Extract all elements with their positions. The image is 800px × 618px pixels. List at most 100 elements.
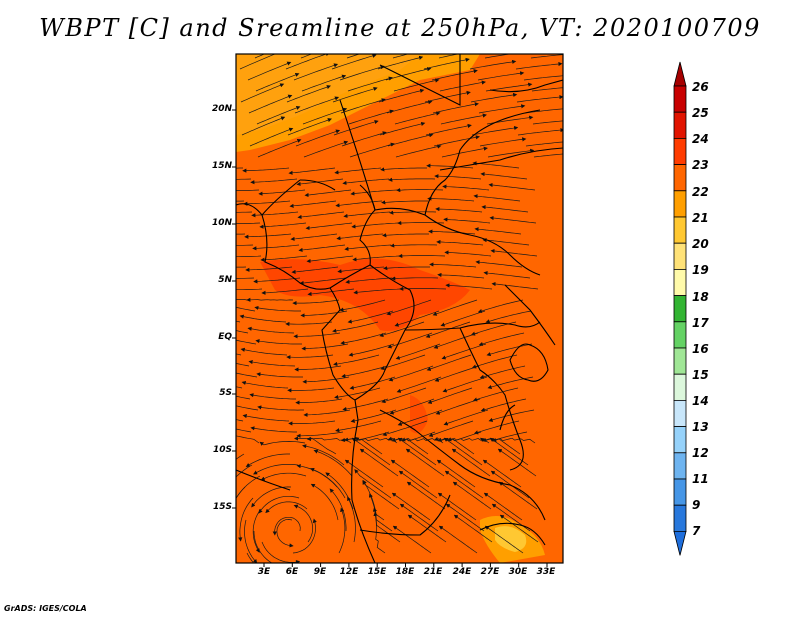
streamline <box>236 428 252 433</box>
colorbar-segment <box>673 85 687 113</box>
streamline <box>236 320 241 323</box>
colorbar-label-18: 18 <box>692 290 709 304</box>
streamline <box>340 332 387 345</box>
streamline <box>434 174 482 180</box>
streamline <box>236 353 242 356</box>
streamline <box>377 55 424 70</box>
streamline <box>343 211 391 219</box>
streamline <box>294 96 340 114</box>
streamline <box>236 299 248 301</box>
field-patch-se-core <box>495 526 527 552</box>
streamline <box>287 118 332 136</box>
streamline <box>236 211 253 213</box>
streamline <box>258 495 300 514</box>
streamline <box>241 116 286 136</box>
streamline <box>341 131 387 147</box>
streamline <box>387 332 433 349</box>
streamline <box>292 299 340 306</box>
streamline <box>428 420 474 437</box>
streamline <box>530 54 563 59</box>
lat-label-5n: 5N <box>218 275 232 285</box>
streamline <box>236 244 254 246</box>
streamline <box>246 552 255 563</box>
streamline <box>477 299 524 314</box>
streamline <box>399 286 447 291</box>
streamline <box>254 305 301 312</box>
streamline <box>473 194 521 202</box>
streamline <box>475 260 523 268</box>
streamline <box>491 503 531 532</box>
streamline <box>243 200 291 206</box>
streamline <box>359 448 399 477</box>
colorbar-segment <box>673 399 687 427</box>
streamline <box>248 94 293 114</box>
lat-label-eq: EQ <box>218 332 232 342</box>
streamline <box>389 398 435 415</box>
streamline <box>248 359 296 367</box>
streamline <box>257 405 304 411</box>
streamline <box>299 277 347 286</box>
streamline <box>441 343 487 360</box>
streamline <box>285 321 333 327</box>
streamline <box>486 343 533 357</box>
streamline <box>245 453 290 468</box>
country-borders <box>236 54 563 563</box>
streamline <box>533 153 563 158</box>
streamline <box>253 463 299 475</box>
field-patches <box>236 54 563 563</box>
streamline <box>378 88 425 103</box>
streamline <box>241 380 289 389</box>
colorbar-label-25: 25 <box>692 106 709 120</box>
streamlines <box>236 54 563 563</box>
streamline <box>471 354 518 369</box>
streamline <box>386 299 432 316</box>
streamline <box>305 222 353 231</box>
colorbar-segment <box>673 137 687 165</box>
streamline <box>353 288 401 295</box>
streamline <box>439 80 486 92</box>
streamline <box>303 140 349 158</box>
colorbar-segment <box>673 373 687 401</box>
streamline <box>453 514 493 543</box>
streamline <box>313 449 353 477</box>
streamline <box>236 178 252 180</box>
streamline <box>295 398 343 405</box>
colorbar-segment <box>673 426 687 454</box>
streamline <box>452 481 492 510</box>
streamline <box>347 496 356 543</box>
grads-credit: GrADS: IGES/COLA <box>4 604 87 613</box>
streamline <box>488 182 536 191</box>
streamline <box>236 233 246 235</box>
colorbar <box>673 61 687 556</box>
colorbar-segment <box>673 504 687 532</box>
streamline <box>250 426 297 433</box>
streamline <box>478 332 525 346</box>
streamline <box>435 398 481 415</box>
streamline <box>479 137 527 147</box>
streamline <box>245 266 293 272</box>
streamline <box>445 283 493 290</box>
streamline <box>294 365 342 372</box>
streamline <box>293 436 337 455</box>
colorbar-segment <box>673 164 687 192</box>
streamline <box>434 365 480 382</box>
streamline <box>490 248 538 257</box>
streamline <box>339 299 386 312</box>
streamline <box>437 492 477 521</box>
streamline <box>347 76 393 92</box>
streamline <box>236 453 245 460</box>
streamline <box>291 266 339 274</box>
streamline <box>472 387 519 402</box>
streamline <box>242 414 290 422</box>
streamline <box>479 365 526 379</box>
streamline <box>287 387 335 393</box>
streamline <box>451 448 491 477</box>
streamline <box>261 541 301 563</box>
streamline <box>259 222 307 229</box>
streamline <box>429 262 477 268</box>
streamline <box>499 514 539 543</box>
streamline <box>433 332 479 349</box>
field-patch-central <box>260 258 470 331</box>
streamline <box>379 321 425 338</box>
streamline <box>473 420 520 435</box>
